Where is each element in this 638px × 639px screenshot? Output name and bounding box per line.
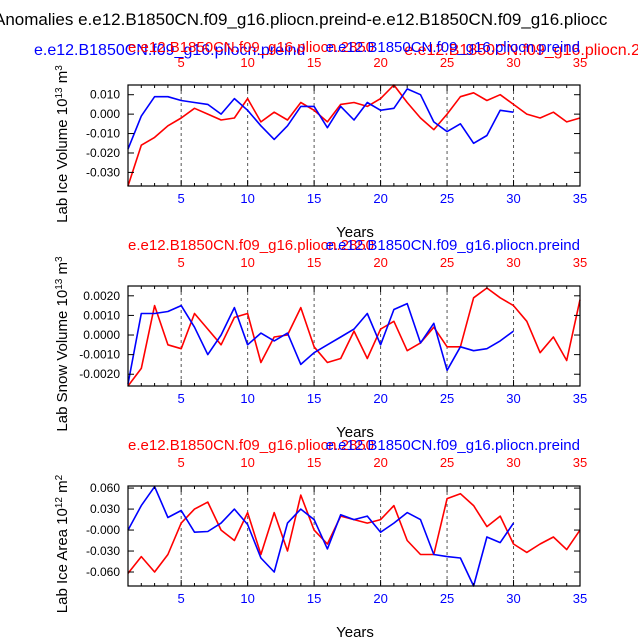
series-line-blue <box>127 302 514 385</box>
x-tick-label: 35 <box>573 191 587 206</box>
y-axis-label: Lab Ice Volume 1013 m3 <box>54 65 72 223</box>
plot-frame <box>127 84 581 187</box>
x-tick-label-top: 20 <box>373 255 387 270</box>
series-line-red <box>127 84 581 187</box>
y-tick-label: -0.010 <box>86 127 120 141</box>
y-tick-label: -0.060 <box>86 565 120 579</box>
series-line-blue <box>127 485 515 587</box>
y-tick-label: -0.020 <box>86 146 120 160</box>
x-tick-label-top: 25 <box>440 55 454 70</box>
y-tick-label: -0.0020 <box>79 367 120 381</box>
y-tick-label: -0.0010 <box>79 348 120 362</box>
y-axis-label-main: Lab Ice Volume 10 <box>54 99 71 223</box>
x-axis-label: Years <box>336 224 374 241</box>
x-tick-label-top: 25 <box>440 455 454 470</box>
x-tick-label-top: 10 <box>240 55 254 70</box>
x-tick-label-top: 5 <box>178 255 185 270</box>
x-tick-label-top: 30 <box>506 455 520 470</box>
y-tick-label: -0.030 <box>86 165 120 179</box>
top-label-blue: e.e12.B1850CN.f09_g16.pliocn.preind <box>326 237 580 254</box>
y-axis-label-exp2: 2 <box>54 474 65 480</box>
x-tick-label-top: 20 <box>373 55 387 70</box>
top-label-blue: e.e12.B1850CN.f09_g16.pliocn.preind <box>326 39 580 56</box>
x-tick-label: 15 <box>307 191 321 206</box>
x-tick-label-top: 5 <box>178 455 185 470</box>
y-axis-label-main: Lab Snow Volume 10 <box>54 290 71 432</box>
y-tick-label: 0.060 <box>90 481 120 495</box>
subtitle-left: e.e12.B1850CN.f09_g16.pliocn.preind <box>34 42 305 59</box>
y-axis-label-exp2: 3 <box>54 256 65 262</box>
y-tick-label: 0.0010 <box>83 308 120 322</box>
chart-panel-3: e.e12.B1850CN.f09_g16.pliocn.2850e.e12.B… <box>54 437 588 639</box>
y-axis-label-exp1: 12 <box>54 497 65 509</box>
x-tick-label: 25 <box>440 591 454 606</box>
x-tick-label: 15 <box>307 591 321 606</box>
series-line-red <box>127 492 581 574</box>
x-tick-label-top: 35 <box>573 55 587 70</box>
x-tick-label: 25 <box>440 391 454 406</box>
y-axis-label-exp2: 3 <box>54 65 65 71</box>
x-tick-label: 30 <box>506 191 520 206</box>
x-axis-label: Years <box>336 624 374 639</box>
y-tick-label: 0.030 <box>90 502 120 516</box>
y-tick-label: -0.030 <box>86 544 120 558</box>
y-tick-label: 0.010 <box>90 88 120 102</box>
x-tick-label: 20 <box>373 191 387 206</box>
plot-frame <box>127 285 581 387</box>
y-tick-label: 0.0000 <box>83 328 120 342</box>
x-tick-label-top: 35 <box>573 455 587 470</box>
chart-panel-2: e.e12.B1850CN.f09_g16.pliocn.2850e.e12.B… <box>54 237 588 441</box>
y-axis-label-exp1: 13 <box>54 87 65 99</box>
x-tick-label-top: 15 <box>307 455 321 470</box>
x-tick-label: 30 <box>506 391 520 406</box>
x-tick-label: 10 <box>240 391 254 406</box>
x-tick-label-top: 15 <box>307 55 321 70</box>
y-axis-label-unit: m <box>54 71 71 88</box>
x-tick-label-top: 5 <box>178 55 185 70</box>
x-tick-label-top: 25 <box>440 255 454 270</box>
chart-panel-1: e.e12.B1850CN.f09_g16.pliocn.2850e.e12.B… <box>54 39 588 241</box>
x-tick-label: 35 <box>573 391 587 406</box>
series-line-blue <box>127 88 514 150</box>
top-label-blue: e.e12.B1850CN.f09_g16.pliocn.preind <box>326 437 580 454</box>
chart-panels: e.e12.B1850CN.f09_g16.pliocn.2850e.e12.B… <box>54 39 588 639</box>
x-tick-label-top: 15 <box>307 255 321 270</box>
top-label-red: e.e12.B1850CN.f09_g16.pliocn.2850 <box>128 437 374 454</box>
top-label-red: e.e12.B1850CN.f09_g16.pliocn.2850 <box>128 237 374 254</box>
x-tick-label: 20 <box>373 591 387 606</box>
x-tick-label: 30 <box>506 591 520 606</box>
y-axis-label: Lab Snow Volume 1013 m3 <box>54 256 72 432</box>
plot-frame <box>127 485 581 587</box>
y-axis-label-exp1: 13 <box>54 278 65 290</box>
x-tick-label-top: 20 <box>373 455 387 470</box>
x-tick-label: 10 <box>240 591 254 606</box>
y-tick-label: 0.000 <box>90 107 120 121</box>
x-tick-label-top: 10 <box>240 455 254 470</box>
x-tick-label-top: 30 <box>506 55 520 70</box>
x-tick-label-top: 10 <box>240 255 254 270</box>
x-tick-label: 5 <box>178 591 185 606</box>
y-tick-label: -0.000 <box>86 523 120 537</box>
x-tick-label: 5 <box>178 191 185 206</box>
x-tick-label: 15 <box>307 391 321 406</box>
x-tick-label-top: 30 <box>506 255 520 270</box>
main-title: Anomalies e.e12.B1850CN.f09_g16.pliocn.p… <box>0 10 608 29</box>
x-tick-label: 25 <box>440 191 454 206</box>
y-axis-label-unit: m <box>54 480 71 497</box>
y-axis-label-unit: m <box>54 262 71 279</box>
y-tick-label: 0.0020 <box>83 289 120 303</box>
x-tick-label: 10 <box>240 191 254 206</box>
x-tick-label: 20 <box>373 391 387 406</box>
series-line-red <box>127 287 581 387</box>
x-axis-label: Years <box>336 424 374 441</box>
x-tick-label: 35 <box>573 591 587 606</box>
x-tick-label: 5 <box>178 391 185 406</box>
x-tick-label-top: 35 <box>573 255 587 270</box>
subtitle-right: e.e12.B1850CN.f09_g16.pliocn.2 <box>404 42 638 59</box>
top-label-red: e.e12.B1850CN.f09_g16.pliocn.2850 <box>128 39 374 56</box>
y-axis-label-main: Lab Ice Area 10 <box>54 508 71 613</box>
y-axis-label: Lab Ice Area 1012 m2 <box>54 474 72 613</box>
